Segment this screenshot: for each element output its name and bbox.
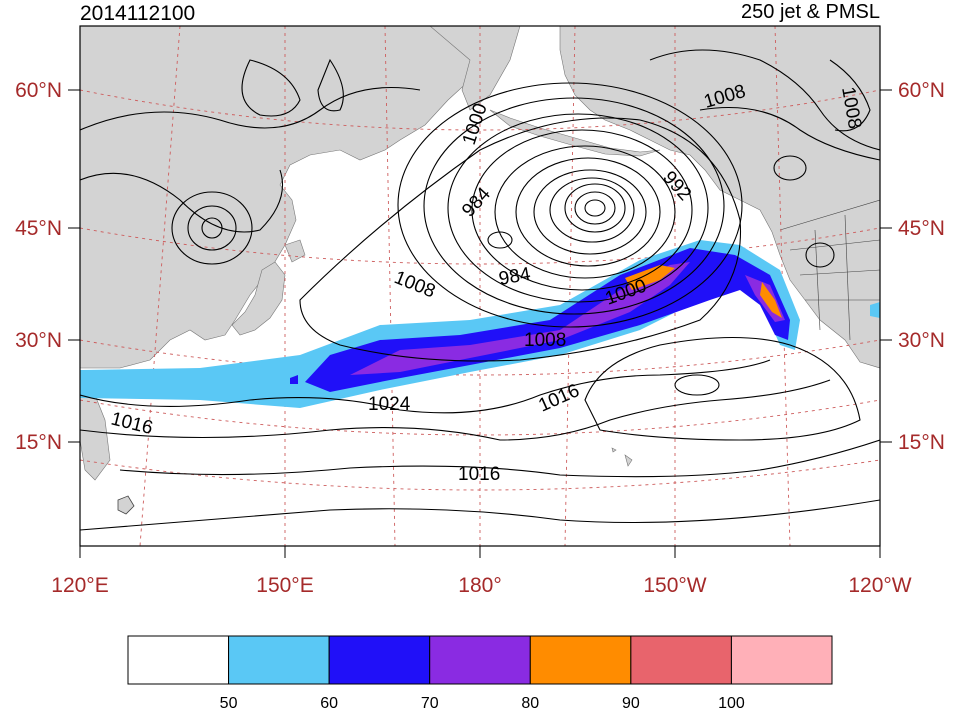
colorbar-label: 50 [220,695,238,711]
colorbar-label: 80 [521,695,539,711]
map-product-title: 250 jet & PMSL [741,1,880,23]
land-japan [231,261,286,336]
lat-label-45n-left: 45°N [15,217,62,240]
contour-label: 1008 [524,330,566,351]
lat-label-30n-right: 30°N [898,329,945,352]
map-panel: 1000 984 992 1008 1008 984 1008 1000 100… [80,26,880,546]
land-asia [80,26,481,369]
jet-80-90-core-east [760,282,782,318]
colorbar-label: 90 [622,695,640,711]
contour-label: 1024 [368,394,411,415]
land-island-small [117,495,135,515]
left-latitude-labels: 60°N 45°N 30°N 15°N [15,79,62,454]
land-hawaii [611,447,633,467]
colorbar-swatch [328,635,431,685]
lat-label-60n-right: 60°N [898,79,945,102]
colorbar-swatch [630,635,732,685]
colorbar-label: 60 [320,695,338,711]
jet-wind-shading [80,240,880,408]
pmsl-contours [80,49,880,531]
colorbar-swatch [127,635,230,685]
lon-label-120e: 120°E [51,574,108,597]
lat-label-45n-right: 45°N [898,217,945,240]
contour-label: 1016 [458,464,500,485]
lon-label-180: 180° [458,574,501,597]
us-state-borders [779,199,880,341]
jet-70-80-band [350,262,785,375]
colorbar-swatch [730,635,833,685]
land-north-america [559,26,880,369]
longitude-labels: 120°E 150°E 180° 150°W 120°W [51,574,912,597]
right-latitude-labels: 60°N 45°N 30°N 15°N [898,79,945,454]
colorbar: 50 60 70 80 90 100 [127,635,833,711]
jet-patch-east [870,302,880,318]
lat-label-15n-left: 15°N [15,431,62,454]
colorbar-swatch [228,635,330,685]
lon-label-150w: 150°W [643,574,706,597]
map-datetime: 2014112100 [80,2,195,25]
lon-label-150e: 150°E [256,574,313,597]
lat-label-15n-right: 15°N [898,431,945,454]
colorbar-swatch [429,635,531,685]
land-kamchatka [429,26,521,111]
lon-label-120w: 120°W [848,574,911,597]
colorbar-label: 70 [421,695,439,711]
jet-small-patch [290,375,298,384]
land-hokkaido [284,239,306,263]
lat-label-60n-left: 60°N [15,79,62,102]
jet-80-90-core-west [625,265,675,290]
lat-label-30n-left: 30°N [15,329,62,352]
colorbar-label: 100 [718,695,745,711]
colorbar-swatch [529,635,632,685]
axis-ticks [68,89,892,558]
